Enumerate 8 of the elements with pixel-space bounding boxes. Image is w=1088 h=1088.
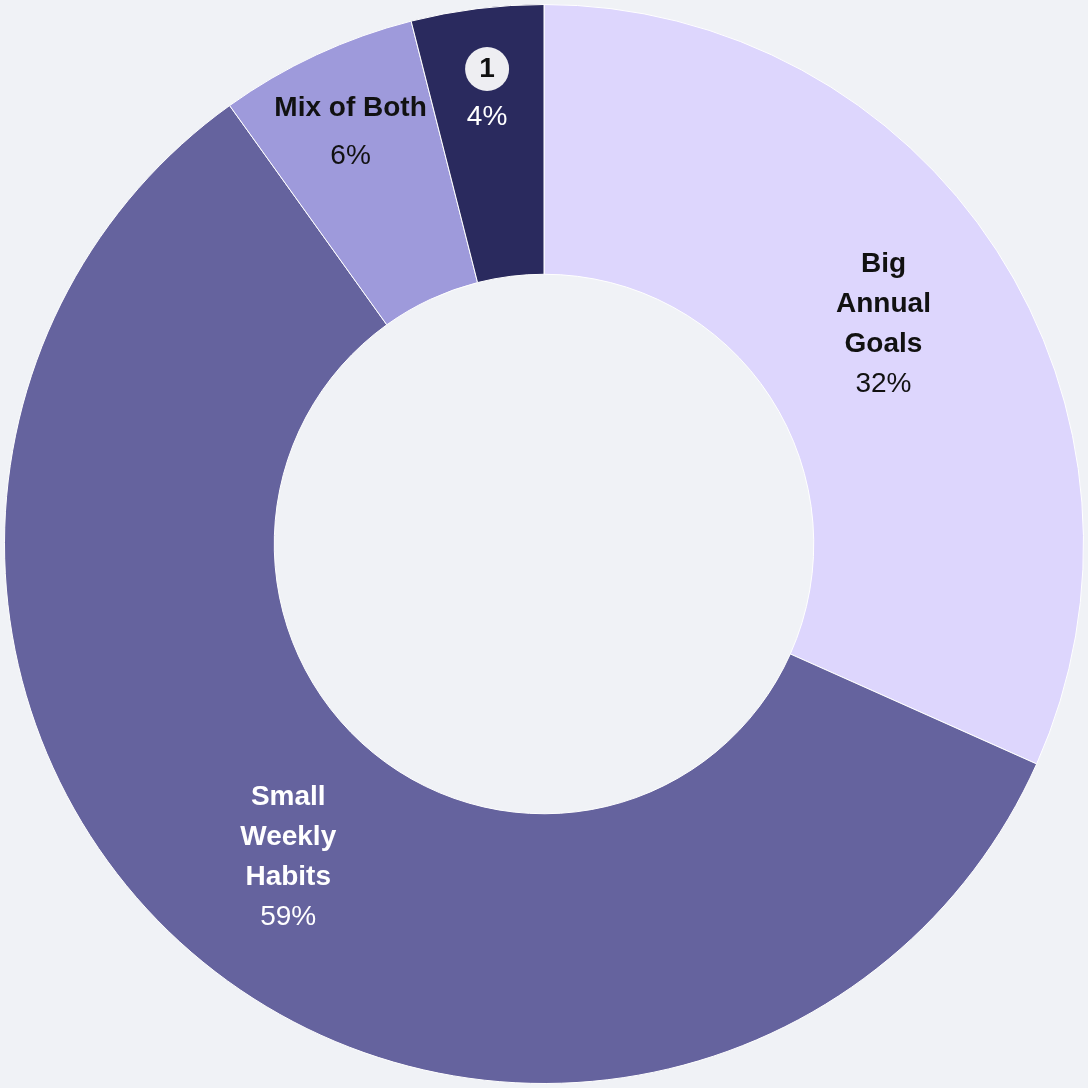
data-label: 4% <box>466 99 508 131</box>
slice-label: 1 <box>479 51 495 83</box>
data-label: 6% <box>330 138 371 170</box>
data-label: 32% <box>855 366 912 398</box>
slice-label: Mix of Both <box>274 90 427 122</box>
slice-label: Small Weekly Habits <box>240 780 337 892</box>
slice-label: Big Annual Goals <box>836 246 931 358</box>
data-label: 59% <box>260 900 317 932</box>
